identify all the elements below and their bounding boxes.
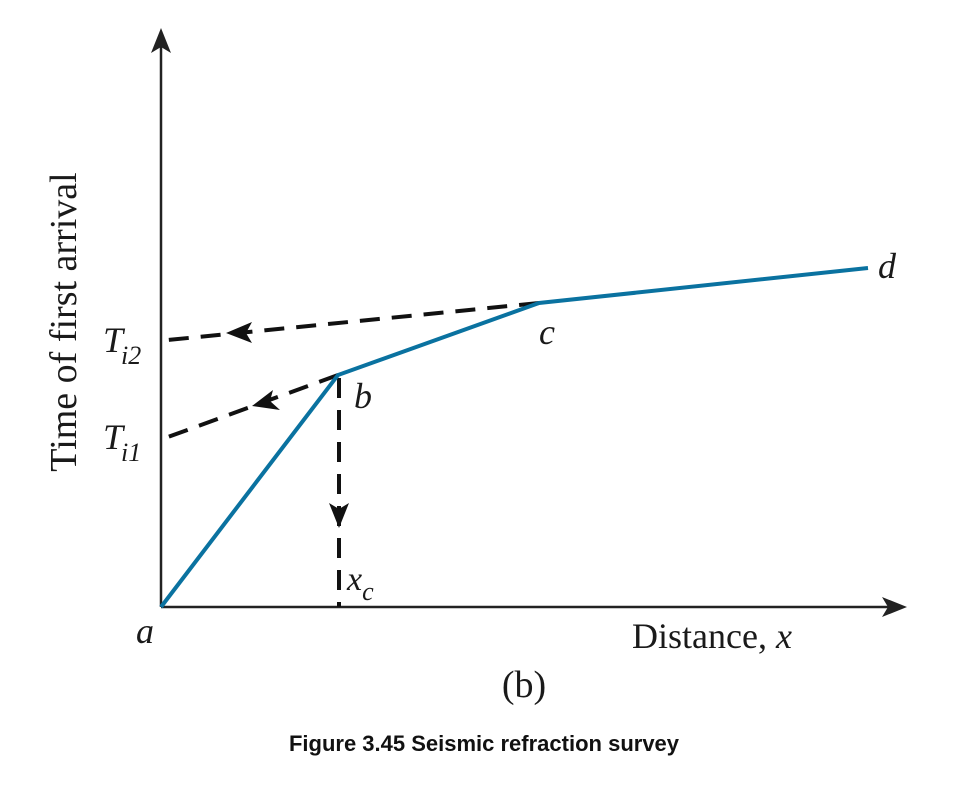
crossover-label: xc — [346, 561, 374, 606]
y-axis-arrow-icon — [151, 28, 171, 53]
x-axis-label-var: x — [775, 616, 792, 656]
y-axis-label: Time of first arrival — [43, 172, 85, 471]
x-axis-label: Distance, x — [632, 616, 792, 656]
ti2-label: Ti2 — [103, 320, 141, 370]
panel-label: (b) — [502, 664, 546, 706]
crossover-label-sub: c — [362, 577, 374, 606]
ti2-label-main: T — [103, 320, 126, 360]
point-label-b: b — [354, 376, 372, 416]
ti1-arrow-icon — [252, 390, 280, 410]
ti2-label-sub: i2 — [121, 341, 141, 370]
ti1-label-main: T — [103, 417, 126, 457]
crossover-arrow-icon — [329, 503, 349, 528]
ti1-label: Ti1 — [103, 417, 141, 467]
ti1-label-sub: i1 — [121, 438, 141, 467]
point-label-c: c — [539, 312, 555, 352]
figure-caption: Figure 3.45 Seismic refraction survey — [288, 731, 680, 756]
crossover-label-main: x — [346, 561, 362, 598]
travel-time-curve — [159, 266, 869, 609]
point-label-a: a — [136, 611, 154, 651]
ti2-arrow-icon — [226, 322, 252, 343]
point-label-d: d — [878, 246, 897, 286]
x-axis-label-text: Distance, — [632, 616, 776, 656]
x-axis-arrow-icon — [882, 597, 907, 617]
